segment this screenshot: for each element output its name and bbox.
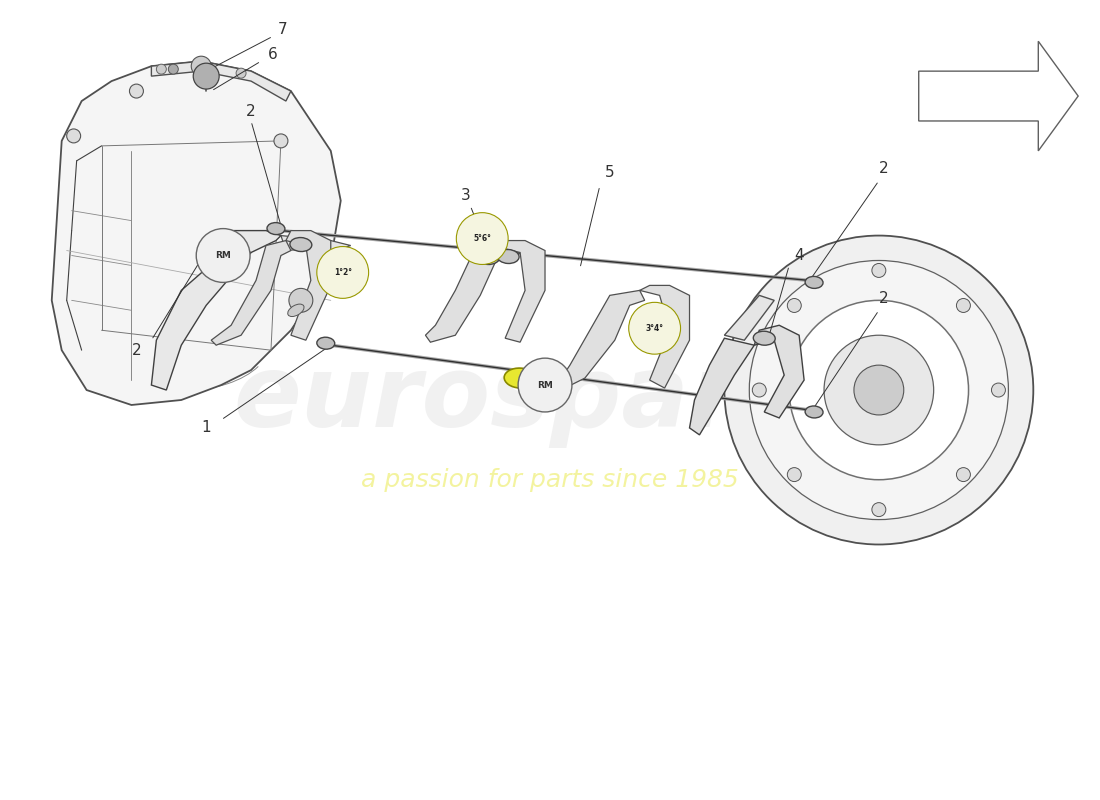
Circle shape [956, 468, 970, 482]
Polygon shape [918, 42, 1078, 151]
Text: 3: 3 [461, 188, 470, 203]
Circle shape [872, 502, 886, 517]
Circle shape [824, 335, 934, 445]
Polygon shape [640, 286, 690, 388]
Polygon shape [560, 290, 645, 388]
Circle shape [956, 298, 970, 313]
Polygon shape [152, 61, 290, 101]
Circle shape [752, 383, 767, 397]
Text: 7: 7 [278, 22, 288, 37]
Circle shape [749, 261, 1009, 519]
Circle shape [67, 129, 80, 143]
Circle shape [789, 300, 968, 480]
Circle shape [168, 64, 178, 74]
Polygon shape [211, 230, 280, 253]
Circle shape [629, 302, 681, 354]
Circle shape [518, 358, 572, 412]
Text: 2: 2 [132, 342, 141, 358]
Circle shape [725, 235, 1033, 545]
Text: 1°2°: 1°2° [333, 268, 352, 277]
Text: 5: 5 [605, 166, 615, 180]
Polygon shape [690, 338, 755, 435]
Text: a passion for parts since 1985: a passion for parts since 1985 [361, 468, 739, 492]
Circle shape [289, 288, 312, 312]
Text: RM: RM [537, 381, 553, 390]
Circle shape [456, 213, 508, 265]
Text: 4: 4 [794, 248, 804, 263]
Text: 5°6°: 5°6° [473, 234, 492, 243]
Polygon shape [286, 230, 331, 340]
Ellipse shape [267, 222, 285, 234]
Polygon shape [152, 253, 251, 390]
Circle shape [991, 383, 1005, 397]
Ellipse shape [477, 250, 499, 265]
Circle shape [196, 58, 206, 68]
Circle shape [236, 68, 246, 78]
Polygon shape [725, 295, 774, 340]
Text: RM: RM [216, 251, 231, 260]
Text: 2: 2 [879, 162, 889, 176]
Ellipse shape [317, 338, 334, 349]
Text: 3°4°: 3°4° [646, 324, 663, 333]
Circle shape [872, 263, 886, 278]
Ellipse shape [754, 331, 776, 346]
Text: 2: 2 [246, 103, 256, 118]
Circle shape [130, 84, 143, 98]
Ellipse shape [805, 406, 823, 418]
Polygon shape [755, 326, 804, 418]
Circle shape [191, 56, 211, 76]
Circle shape [854, 365, 904, 415]
Ellipse shape [290, 238, 311, 251]
Circle shape [317, 246, 368, 298]
Circle shape [194, 63, 219, 89]
Text: 6: 6 [268, 46, 278, 62]
Circle shape [274, 134, 288, 148]
Ellipse shape [288, 304, 304, 317]
Polygon shape [280, 235, 351, 250]
Text: eurospares: eurospares [233, 351, 867, 449]
Ellipse shape [497, 250, 519, 263]
Text: 1: 1 [201, 421, 211, 435]
Text: 2: 2 [879, 291, 889, 306]
Circle shape [788, 298, 801, 313]
Polygon shape [426, 247, 505, 342]
Circle shape [196, 229, 250, 282]
Polygon shape [211, 241, 290, 345]
Polygon shape [52, 61, 341, 405]
Circle shape [788, 468, 801, 482]
Ellipse shape [504, 368, 536, 388]
Polygon shape [500, 241, 544, 342]
Circle shape [156, 64, 166, 74]
Ellipse shape [805, 277, 823, 288]
